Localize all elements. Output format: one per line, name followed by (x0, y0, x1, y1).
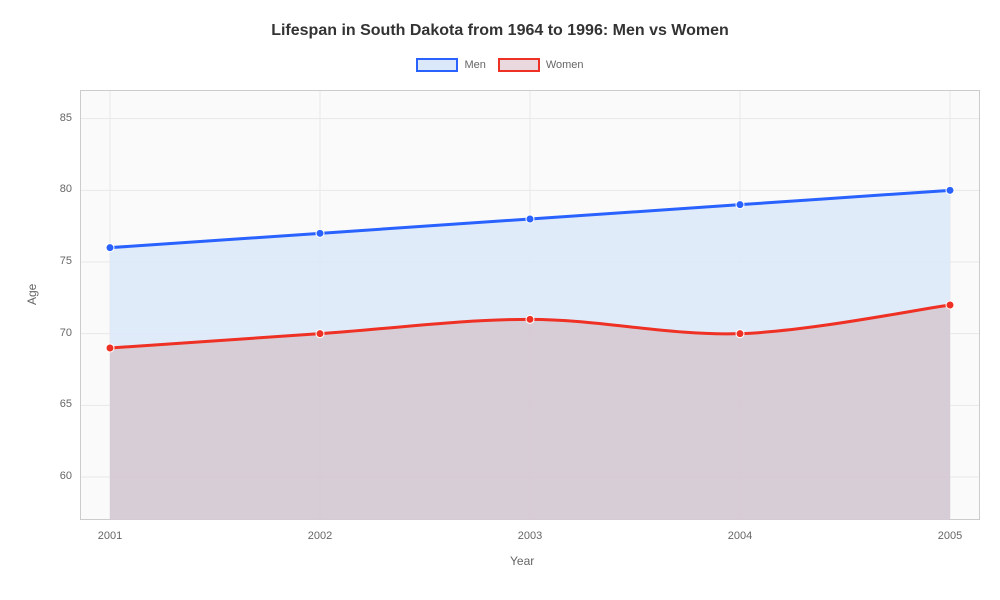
legend-item-women: Women (498, 58, 584, 72)
plot-svg (80, 90, 980, 520)
x-tick-label: 2004 (720, 530, 760, 542)
y-axis-label: Age (25, 284, 39, 305)
y-tick-label: 75 (60, 255, 72, 267)
x-tick-label: 2003 (510, 530, 550, 542)
legend-item-men: Men (416, 58, 485, 72)
legend: Men Women (0, 58, 1000, 72)
legend-swatch-women (498, 58, 540, 72)
legend-swatch-men (416, 58, 458, 72)
legend-label-women: Women (546, 59, 584, 71)
y-tick-label: 80 (60, 183, 72, 195)
chart-container: Lifespan in South Dakota from 1964 to 19… (0, 0, 1000, 600)
x-tick-label: 2005 (930, 530, 970, 542)
x-tick-label: 2002 (300, 530, 340, 542)
plot-area (80, 90, 980, 520)
x-tick-label: 2001 (90, 530, 130, 542)
y-tick-label: 65 (60, 398, 72, 410)
legend-label-men: Men (464, 59, 485, 71)
x-axis-label: Year (510, 554, 534, 568)
y-tick-label: 85 (60, 112, 72, 124)
y-tick-label: 60 (60, 470, 72, 482)
chart-title: Lifespan in South Dakota from 1964 to 19… (0, 22, 1000, 40)
y-tick-label: 70 (60, 327, 72, 339)
